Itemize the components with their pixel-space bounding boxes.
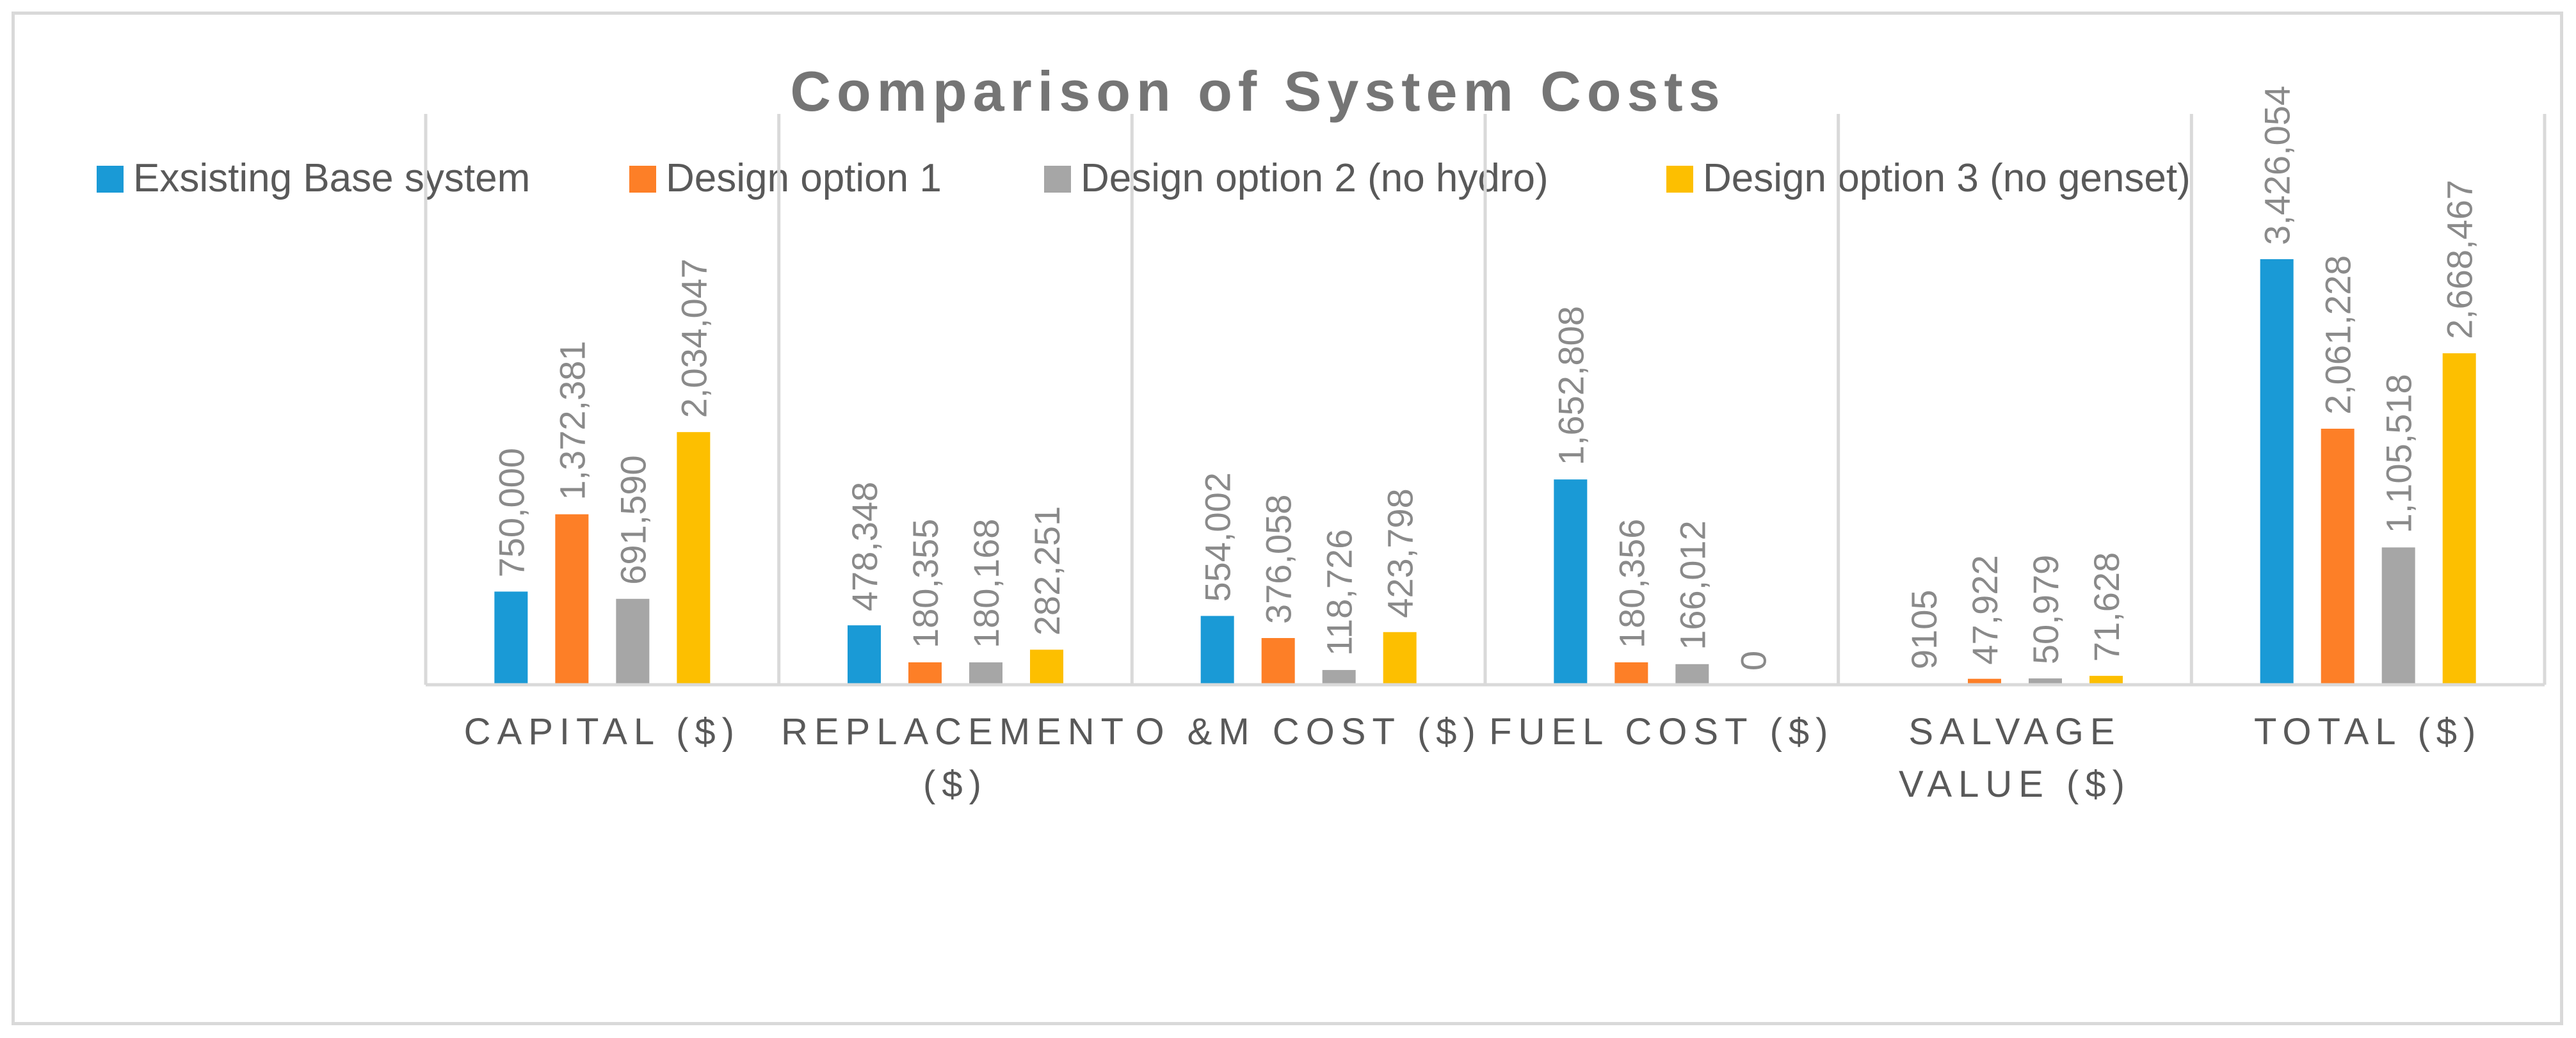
data-label: 71,628 — [2086, 552, 2127, 662]
bar-design-option-2-no-hydro-total — [2381, 547, 2415, 685]
data-label: 554,002 — [1198, 472, 1238, 602]
legend-swatch-design-option-1 — [629, 166, 656, 193]
legend-swatch-design-option-2-no-hydro — [1044, 166, 1071, 193]
chart-svg: Comparison of System Costs Exsisting Bas… — [97, 60, 2547, 805]
data-label: 478,348 — [844, 482, 885, 611]
data-label: 1,105,518 — [2379, 374, 2419, 533]
data-label: 180,355 — [905, 519, 946, 648]
bar-exsisting-base-system-o-m-cost — [1200, 616, 1234, 685]
data-label: 180,168 — [966, 519, 1006, 648]
category-label: REPLACEMENT — [781, 711, 1130, 753]
category-label: O &M COST ($) — [1135, 711, 1481, 753]
data-label: 2,061,228 — [2318, 255, 2358, 415]
bar-design-option-3-no-genset-o-m-cost — [1383, 632, 1417, 685]
bar-exsisting-base-system-total — [2260, 259, 2294, 685]
chart-title: Comparison of System Costs — [790, 60, 1725, 123]
data-label: 1,652,808 — [1550, 306, 1591, 465]
data-label: 0 — [1733, 651, 1773, 671]
legend: Exsisting Base system Design option 1 Desi… — [97, 156, 2191, 200]
bars — [494, 259, 2476, 685]
category-label: FUEL COST ($) — [1489, 711, 1834, 753]
chart-frame: Comparison of System Costs Exsisting Bas… — [12, 12, 2563, 1025]
bar-design-option-1-fuel-cost — [1614, 662, 1648, 685]
legend-swatch-design-option-3-no-genset — [1666, 166, 1693, 193]
data-label: 47,922 — [1965, 555, 2005, 664]
bar-design-option-3-no-genset-replacement — [1030, 650, 1063, 685]
data-label: 118,726 — [1319, 529, 1360, 656]
bar-design-option-3-no-genset-salvage-value — [2089, 676, 2123, 685]
data-label: 166,012 — [1672, 520, 1712, 650]
data-label: 282,251 — [1027, 506, 1067, 635]
category-label: CAPITAL ($) — [464, 711, 741, 753]
category-label: TOTAL ($) — [2254, 711, 2482, 753]
data-label: 423,798 — [1380, 488, 1421, 618]
legend-label-design-option-2-no-hydro: Design option 2 (no hydro) — [1081, 156, 1549, 200]
legend-label-design-option-1: Design option 1 — [666, 156, 942, 200]
value-labels: 750,000 1,372,381 691,590 2,034,047 478,348 1… — [491, 86, 2479, 671]
legend-label-design-option-3-no-genset: Design option 3 (no genset) — [1703, 156, 2191, 200]
bar-exsisting-base-system-fuel-cost — [1554, 479, 1588, 685]
category-label: VALUE ($) — [1899, 763, 2131, 805]
data-label: 3,426,054 — [2257, 86, 2298, 245]
bar-design-option-2-no-hydro-fuel-cost — [1675, 664, 1709, 685]
data-label: 50,979 — [2025, 555, 2066, 664]
bar-design-option-1-o-m-cost — [1261, 638, 1295, 685]
bar-design-option-2-no-hydro-capital — [616, 598, 650, 685]
bar-exsisting-base-system-replacement — [848, 625, 881, 685]
category-labels: CAPITAL ($) REPLACEMENT ($) O &M COST ($) FU… — [464, 711, 2482, 805]
bar-design-option-3-no-genset-total — [2442, 353, 2476, 685]
category-label: SALVAGE — [1908, 711, 2121, 753]
category-separators — [424, 114, 2547, 685]
data-label: 376,058 — [1259, 495, 1299, 624]
data-label: 2,668,467 — [2440, 180, 2480, 339]
bar-design-option-1-salvage-value — [1968, 678, 2001, 685]
legend-label-exsisting-base-system: Exsisting Base system — [133, 156, 530, 200]
data-label: 1,372,381 — [552, 340, 592, 500]
legend-swatch-exsisting-base-system — [97, 166, 124, 193]
data-label: 2,034,047 — [673, 259, 714, 418]
category-label: ($) — [923, 763, 988, 805]
bar-design-option-2-no-hydro-o-m-cost — [1322, 669, 1356, 685]
data-label: 9105 — [1904, 589, 1944, 669]
data-label: 691,590 — [613, 455, 653, 584]
bar-exsisting-base-system-capital — [494, 591, 528, 685]
data-label: 750,000 — [491, 448, 531, 577]
bar-design-option-1-capital — [555, 514, 589, 685]
bar-design-option-1-total — [2321, 428, 2355, 685]
bar-design-option-3-no-genset-capital — [677, 432, 711, 685]
data-label: 180,356 — [1611, 519, 1652, 648]
bar-design-option-2-no-hydro-salvage-value — [2029, 678, 2062, 685]
bar-design-option-2-no-hydro-replacement — [969, 662, 1002, 685]
bar-design-option-1-replacement — [908, 662, 942, 685]
